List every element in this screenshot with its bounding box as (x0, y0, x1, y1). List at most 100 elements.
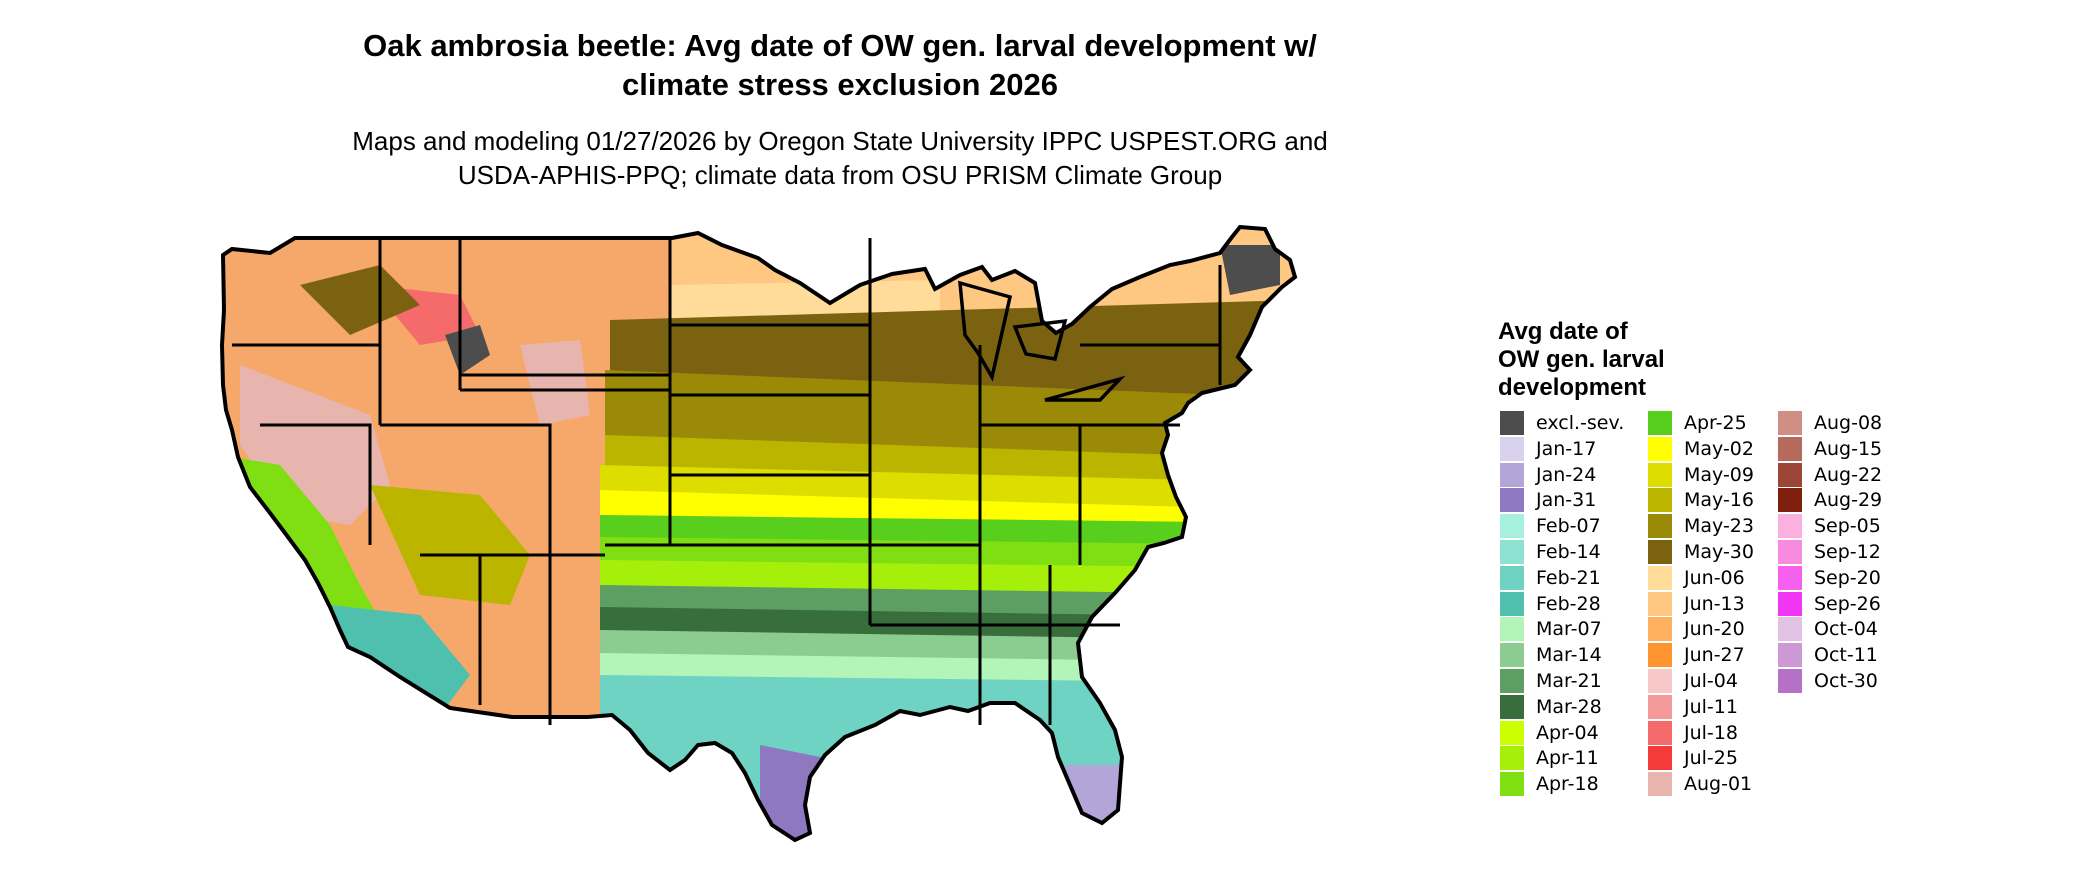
legend-label: Apr-11 (1536, 747, 1599, 770)
legend-swatch (1500, 565, 1524, 590)
legend-label: Apr-25 (1684, 412, 1747, 434)
band-aug-01-colorado (520, 340, 590, 425)
legend-label: May-30 (1684, 540, 1754, 563)
ca-nv-border (260, 423, 372, 545)
legend-swatch (1778, 591, 1802, 616)
chart-title-line-2: climate stress exclusion 2026 (622, 67, 1058, 102)
legend-label: Jan-17 (1536, 437, 1597, 460)
legend-label: Jul-04 (1684, 669, 1738, 692)
legend-label: Jun-13 (1684, 592, 1745, 615)
legend-swatch (1778, 488, 1802, 513)
legend-swatch (1500, 617, 1524, 642)
legend-swatch (1648, 720, 1672, 745)
legend-swatch (1648, 488, 1672, 513)
legend-label: Aug-01 (1684, 773, 1753, 796)
legend-title-line-1: Avg date of (1498, 318, 1628, 345)
legend-swatch (1648, 462, 1672, 487)
legend-label: Jan-31 (1536, 489, 1597, 512)
band-excl-sev-wyoming (445, 325, 490, 375)
legend-swatch (1648, 746, 1672, 771)
legend-swatch (1500, 488, 1524, 513)
legend-label: May-09 (1684, 463, 1754, 486)
legend-label: Jun-27 (1684, 644, 1745, 667)
legend-label: Jun-20 (1684, 618, 1745, 641)
legend-swatch (1778, 462, 1802, 487)
chart-subtitle-line-2: USDA-APHIS-PPQ; climate data from OSU PR… (457, 160, 1223, 190)
chart-title-line-1: Oak ambrosia beetle: Avg date of OW gen.… (363, 28, 1317, 63)
legend-swatch (1500, 772, 1524, 797)
legend-swatch (1778, 668, 1802, 693)
legend-title: Avg date of OW gen. larval development (1498, 318, 1665, 402)
legend-label: Mar-21 (1536, 669, 1602, 692)
legend-swatch (1500, 539, 1524, 564)
legend-swatch (1648, 694, 1672, 719)
legend-label: Jan-24 (1536, 463, 1597, 486)
legend-label: Feb-21 (1536, 566, 1601, 589)
legend-title-line-3: development (1498, 374, 1647, 401)
lake-michigan (958, 280, 1013, 382)
legend-label: Feb-07 (1536, 515, 1601, 538)
legend-swatch (1648, 772, 1672, 797)
band-jan-24-florida (1020, 765, 1160, 840)
chart-subtitle: Maps and modeling 01/27/2026 by Oregon S… (300, 124, 1380, 192)
lake-erie (1044, 375, 1126, 402)
legend-swatch (1500, 591, 1524, 616)
legend-swatch (1648, 565, 1672, 590)
legend-label: Jul-25 (1684, 747, 1738, 770)
legend-swatch (1500, 514, 1524, 539)
lake-huron (1012, 318, 1068, 361)
legend-swatch (1778, 411, 1802, 435)
legend-title-line-2: OW gen. larval (1498, 346, 1665, 373)
legend-label: Feb-14 (1536, 540, 1601, 563)
legend-swatch (1500, 643, 1524, 668)
legend-swatch (1500, 746, 1524, 771)
band-feb-28-desert (330, 605, 470, 715)
great-lakes (958, 280, 1126, 402)
legend-label: excl.-sev. (1536, 412, 1625, 434)
legend-label: Sep-05 (1814, 515, 1881, 538)
legend-label: Mar-07 (1536, 618, 1602, 641)
legend-label: Oct-04 (1814, 618, 1878, 641)
legend-swatch (1778, 514, 1802, 539)
legend-label: Jun-06 (1684, 566, 1745, 589)
legend-swatch (1778, 539, 1802, 564)
legend-label: Feb-28 (1536, 592, 1601, 615)
legend-label: Apr-04 (1536, 721, 1599, 744)
legend-swatch (1778, 643, 1802, 668)
legend-label: Aug-29 (1814, 489, 1883, 512)
legend-label: Sep-26 (1814, 592, 1881, 615)
legend-swatch (1500, 720, 1524, 745)
legend-label: Jul-11 (1684, 695, 1738, 718)
state-boundaries (232, 238, 1222, 725)
legend-label: Oct-11 (1814, 644, 1878, 667)
legend-swatch (1500, 436, 1524, 461)
band-excl-sev-minnesota (740, 227, 1020, 265)
legend-swatch (1778, 617, 1802, 642)
legend-label: Mar-28 (1536, 695, 1602, 718)
legend-swatch (1500, 694, 1524, 719)
band-feb-21 (600, 675, 1295, 840)
legend-label: Sep-20 (1814, 566, 1881, 589)
legend-label: Aug-08 (1814, 412, 1883, 434)
conus-map-svg (220, 225, 1297, 842)
legend-label: Jul-18 (1684, 721, 1738, 744)
legend-label: Mar-14 (1536, 644, 1602, 667)
band-jan-31-texas (760, 745, 860, 840)
band-excl-sev-maine (1220, 245, 1280, 295)
legend-label: May-23 (1684, 515, 1754, 538)
legend-label: Sep-12 (1814, 540, 1881, 563)
legend-label: May-16 (1684, 489, 1754, 512)
legend-swatch (1648, 436, 1672, 461)
legend-swatch (1648, 411, 1672, 435)
legend-swatch (1500, 462, 1524, 487)
legend-swatch (1648, 591, 1672, 616)
legend-swatch (1648, 668, 1672, 693)
ut-co-border (380, 423, 552, 725)
legend-swatch (1500, 668, 1524, 693)
legend-swatch (1648, 617, 1672, 642)
band-may-16-plateau (370, 485, 530, 605)
legend-label: Apr-18 (1536, 773, 1599, 796)
chart-subtitle-line-1: Maps and modeling 01/27/2026 by Oregon S… (352, 126, 1328, 156)
band-may-30-washington (300, 265, 420, 335)
conus-map (220, 225, 1470, 895)
